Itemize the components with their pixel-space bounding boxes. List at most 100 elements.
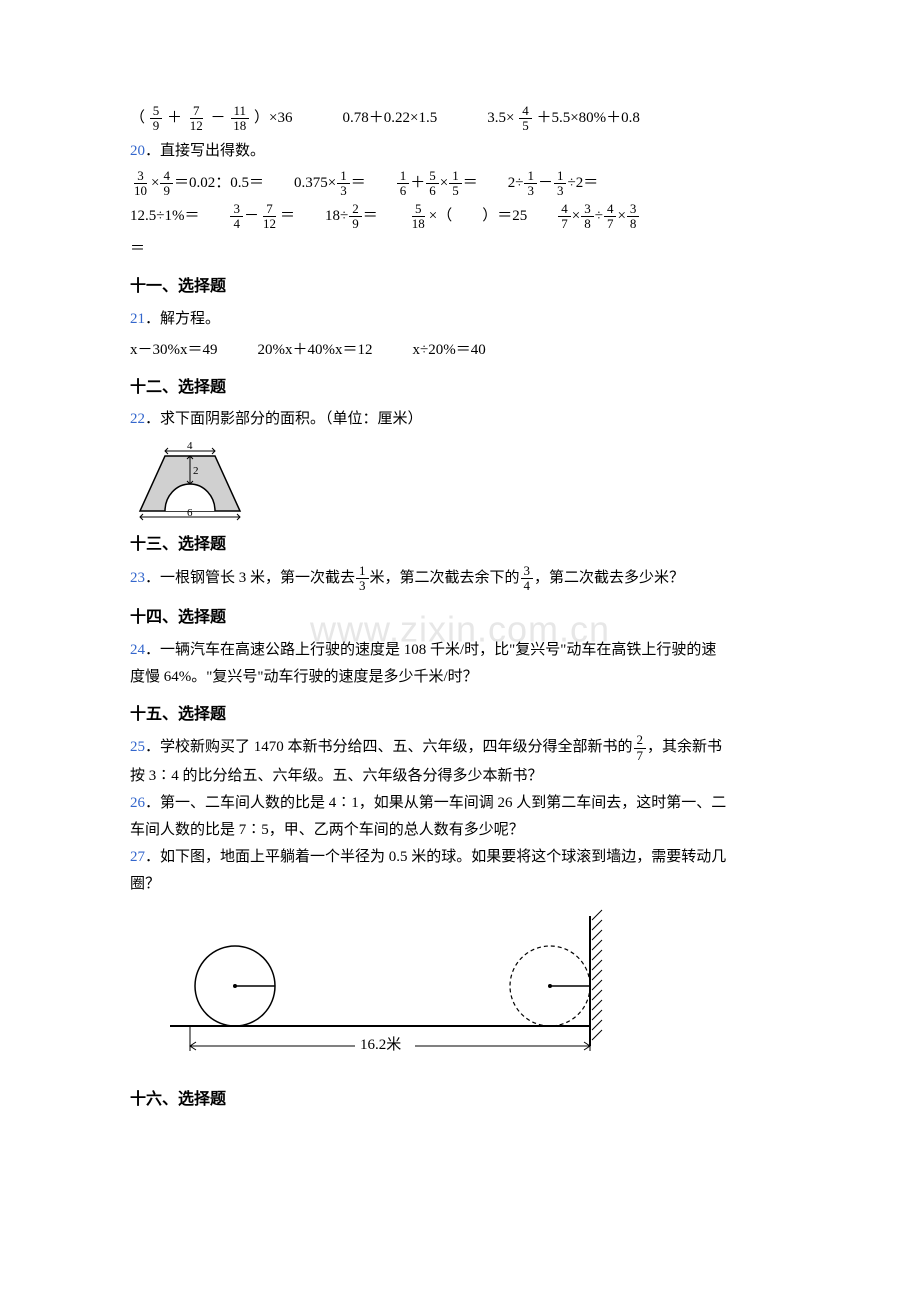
frac-11-18: 1118 <box>230 104 249 134</box>
dot: ． <box>145 411 160 427</box>
q23-p3: ，第二次截去多少米？ <box>534 570 684 586</box>
fig22-top: 4 <box>187 441 193 452</box>
qnum-25: 25 <box>130 740 145 756</box>
frac-3-8b: 38 <box>627 202 640 232</box>
q23: 23．一根钢管长 3 米，第一次截去13米，第二次截去余下的34，第二次截去多少… <box>130 564 790 594</box>
m2: ÷ <box>595 208 603 224</box>
tail: ＝ <box>363 208 378 224</box>
q27-l2: 圈？ <box>130 871 790 898</box>
frac-3-4: 34 <box>230 202 243 232</box>
r3-b: 34－712＝ <box>229 202 295 232</box>
head: 2÷ <box>508 175 524 191</box>
q22: 22．求下面阴影部分的面积。（单位：厘米） <box>130 406 790 433</box>
frac-4-7b: 47 <box>604 202 617 232</box>
fig22-mid: 2 <box>193 465 199 477</box>
qnum-21: 21 <box>130 311 145 327</box>
q25-l2: 按 3∶4 的比分给五、六年级。五、六年级各分得多少本新书？ <box>130 763 790 790</box>
q20-text: 直接写出得数。 <box>160 143 265 159</box>
tail: ＝ <box>463 175 478 191</box>
tail: ＝ <box>280 208 295 224</box>
frac-7-12b: 712 <box>260 202 279 232</box>
q21-text: 解方程。 <box>160 311 220 327</box>
head: 0.375× <box>294 175 336 191</box>
qnum-23: 23 <box>130 570 145 586</box>
tail: ＝ <box>351 175 366 191</box>
qnum-24: 24 <box>130 642 145 658</box>
expr-row-1: （ 59 ＋ 712 － 1118 ）×36 0.78＋0.22×1.5 3.5… <box>130 104 790 134</box>
mid2: × <box>440 175 448 191</box>
r2-b: 0.375×13＝ <box>294 169 366 199</box>
dot: ． <box>145 740 160 756</box>
q27-l1: 如下图，地面上平躺着一个半径为 0.5 米的球。如果要将这个球滚到墙边，需要转动… <box>160 849 726 865</box>
plus: ＋ <box>167 110 182 126</box>
section-14: 十四、选择题 <box>130 604 790 633</box>
eq-row: x－30%x＝49 20%x＋40%x＝12 x÷20%＝40 <box>130 337 790 364</box>
eq-tail: ＝ <box>130 236 790 263</box>
q21: 21．解方程。 <box>130 306 790 333</box>
expr-3: 3.5× 45 ＋5.5×80%＋0.8 <box>487 104 640 134</box>
frac-3-10: 310 <box>131 169 150 199</box>
frac-2-7: 27 <box>634 733 647 763</box>
r3-d: 518×（ ）＝25 <box>408 202 527 232</box>
tail: ＋5.5×80%＋0.8 <box>536 110 639 126</box>
paren-open: （ <box>130 110 145 126</box>
q23-p1: 一根钢管长 3 米，第一次截去 <box>160 570 355 586</box>
dot: ． <box>145 143 160 159</box>
section-11: 十一、选择题 <box>130 273 790 302</box>
expr-row-2: 310×49＝0.02：0.5＝ 0.375×13＝ 16＋56×15＝ 2÷1… <box>130 169 790 199</box>
frac-2-9: 29 <box>349 202 362 232</box>
r2-c: 16＋56×15＝ <box>396 169 478 199</box>
frac-1-5: 15 <box>449 169 462 199</box>
q24-l1: 一辆汽车在高速公路上行驶的速度是 108 千米/时，比"复兴号"动车在高铁上行驶… <box>160 642 716 658</box>
dot: ． <box>145 642 160 658</box>
frac-1-3b: 13 <box>524 169 537 199</box>
q25: 25．学校新购买了 1470 本新书分给四、五、六年级，四年级分得全部新书的27… <box>130 733 790 790</box>
head: 3.5× <box>487 110 514 126</box>
head: 18÷ <box>325 208 348 224</box>
q22-text: 求下面阴影部分的面积。（单位：厘米） <box>160 411 423 427</box>
frac-1-3-q23: 13 <box>356 564 369 594</box>
expr-2: 0.78＋0.22×1.5 <box>343 105 438 132</box>
mid1: ＋ <box>410 175 425 191</box>
fig27-label: 16.2米 <box>360 1036 401 1053</box>
r3-c: 18÷29＝ <box>325 202 378 232</box>
mid: － <box>538 175 553 191</box>
section-16: 十六、选择题 <box>130 1086 790 1115</box>
q24-l2: 度慢 64%。"复兴号"动车行驶的速度是多少千米/时？ <box>130 664 790 691</box>
frac-4-9: 49 <box>160 169 173 199</box>
eq2: 20%x＋40%x＝12 <box>258 337 373 364</box>
tail: ÷2＝ <box>567 175 598 191</box>
q25-p1: 学校新购买了 1470 本新书分给四、五、六年级，四年级分得全部新书的 <box>160 740 633 756</box>
frac-5-18: 518 <box>409 202 428 232</box>
q20: 20．直接写出得数。 <box>130 138 790 165</box>
frac-3-8a: 38 <box>581 202 594 232</box>
qnum-22: 22 <box>130 411 145 427</box>
dot: ． <box>145 795 160 811</box>
section-12: 十二、选择题 <box>130 374 790 403</box>
m3: × <box>617 208 625 224</box>
r3-a: 12.5÷1%＝ <box>130 203 199 230</box>
q25-p2: ，其余新书 <box>647 740 722 756</box>
section-15: 十五、选择题 <box>130 701 790 730</box>
q23-p2: 米，第二次截去余下的 <box>370 570 520 586</box>
figure-27: 16.2米 <box>130 906 790 1076</box>
expr-1: （ 59 ＋ 712 － 1118 ）×36 <box>130 104 293 134</box>
tail: ＝0.02：0.5＝ <box>174 175 264 191</box>
q27: 27．如下图，地面上平躺着一个半径为 0.5 米的球。如果要将这个球滚到墙边，需… <box>130 844 790 898</box>
frac-1-3c: 13 <box>554 169 567 199</box>
dot: ． <box>145 849 160 865</box>
frac-3-4-q23: 34 <box>521 564 534 594</box>
minus: － <box>211 110 226 126</box>
frac-1-3: 13 <box>337 169 350 199</box>
q26-l1: 第一、二车间人数的比是 4∶1，如果从第一车间调 26 人到第二车间去，这时第一… <box>160 795 726 811</box>
m1: × <box>572 208 580 224</box>
fig22-bot: 6 <box>187 507 193 519</box>
eq1: x－30%x＝49 <box>130 337 218 364</box>
q24: 24．一辆汽车在高速公路上行驶的速度是 108 千米/时，比"复兴号"动车在高铁… <box>130 637 790 691</box>
r2-a: 310×49＝0.02：0.5＝ <box>130 169 264 199</box>
frac-4-5: 45 <box>519 104 532 134</box>
q26: 26．第一、二车间人数的比是 4∶1，如果从第一车间调 26 人到第二车间去，这… <box>130 790 790 844</box>
dot: ． <box>145 311 160 327</box>
r3-e: 47×38÷47×38 <box>557 202 640 232</box>
qnum-20: 20 <box>130 143 145 159</box>
